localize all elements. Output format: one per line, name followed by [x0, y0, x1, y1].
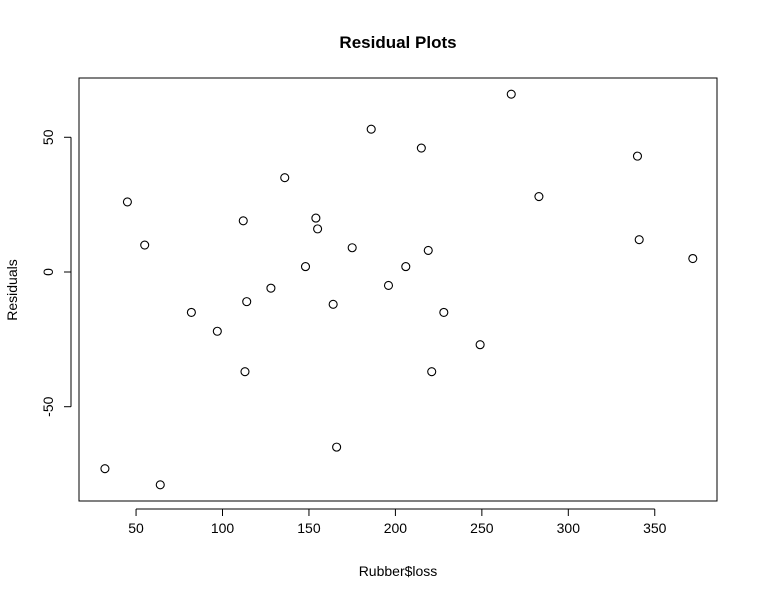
- data-point: [280, 173, 290, 183]
- data-point: [383, 280, 394, 291]
- data-point: [332, 442, 342, 452]
- data-point: [401, 262, 411, 272]
- y-axis: -50 0 50: [40, 129, 72, 417]
- data-point: [475, 340, 485, 350]
- data-point: [186, 307, 196, 317]
- data-point: [328, 299, 338, 309]
- data-point: [423, 245, 433, 255]
- x-tick-label: 200: [384, 520, 408, 536]
- x-tick-label: 50: [128, 520, 144, 536]
- data-point: [634, 235, 644, 245]
- data-point: [240, 367, 250, 377]
- data-points: [100, 89, 698, 490]
- y-tick-label: -50: [40, 396, 56, 416]
- data-point: [313, 224, 323, 234]
- data-point: [688, 253, 698, 264]
- data-point: [632, 151, 643, 161]
- y-tick-label: 50: [40, 129, 56, 145]
- data-point: [311, 213, 321, 223]
- data-point: [238, 216, 248, 226]
- data-point: [300, 262, 311, 272]
- data-point: [534, 191, 544, 202]
- data-point: [347, 243, 357, 253]
- x-axis-label: Rubber$loss: [359, 563, 438, 579]
- data-point: [366, 124, 376, 134]
- data-point: [266, 283, 276, 293]
- data-point: [439, 307, 449, 317]
- x-tick-label: 250: [470, 520, 494, 536]
- y-tick-label: 0: [40, 268, 56, 276]
- data-point: [140, 240, 150, 250]
- data-point: [427, 367, 437, 377]
- x-tick-label: 350: [643, 520, 667, 536]
- x-tick-label: 300: [557, 520, 581, 536]
- data-point: [416, 143, 426, 153]
- x-axis: 50 100 150 200 250 300 350: [128, 508, 667, 536]
- data-point: [122, 197, 132, 207]
- x-tick-label: 100: [211, 520, 235, 536]
- chart-title: Residual Plots: [339, 33, 456, 52]
- data-point: [212, 326, 222, 336]
- data-point: [100, 464, 110, 474]
- plot-frame: [78, 77, 718, 502]
- data-point: [155, 480, 165, 490]
- data-point: [506, 89, 516, 99]
- x-tick-label: 150: [297, 520, 321, 536]
- y-axis-label: Residuals: [4, 259, 20, 320]
- data-point: [242, 297, 252, 307]
